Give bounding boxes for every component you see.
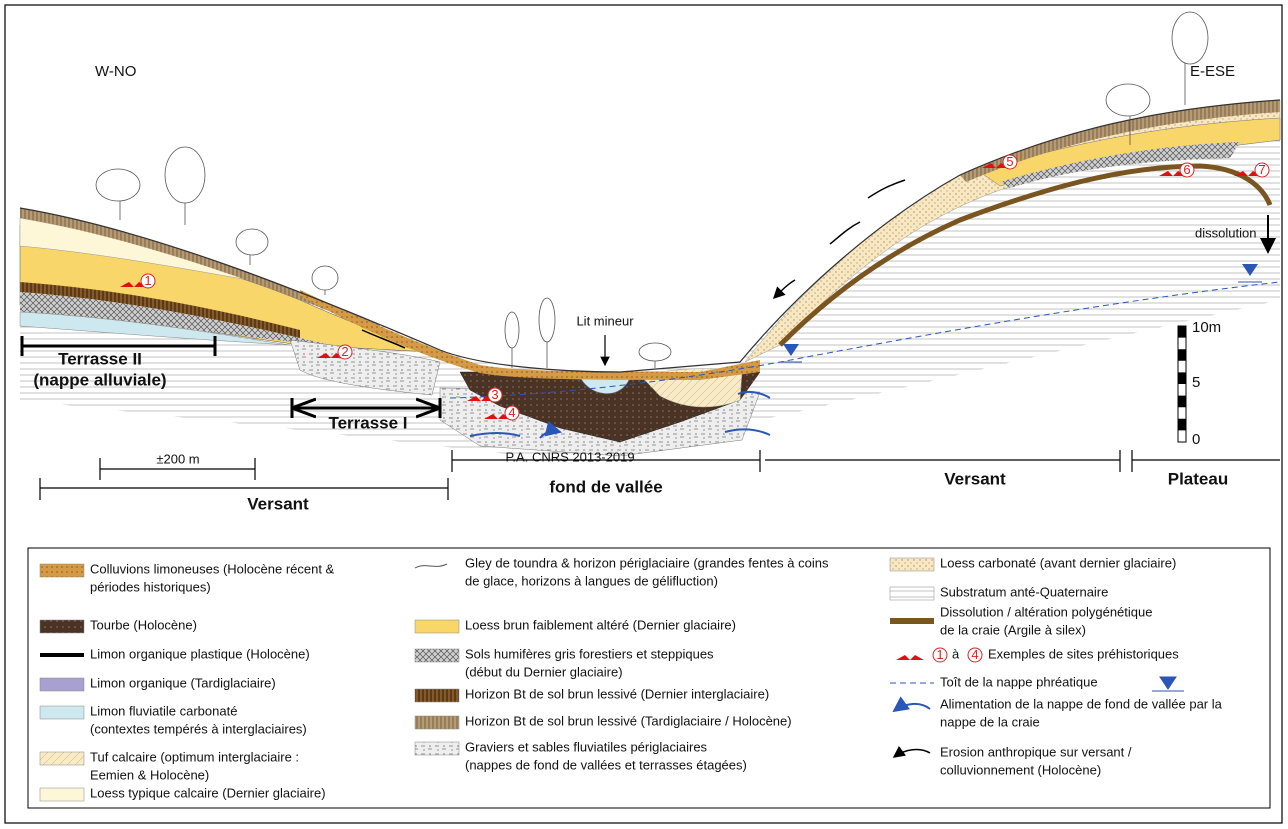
- site-number: 1: [144, 273, 151, 288]
- swatch: [415, 649, 459, 662]
- site-number: 1: [936, 647, 943, 662]
- legend-text: nappe de la craie: [940, 714, 1040, 729]
- legend-text: à: [952, 646, 960, 661]
- versant-left-bar: [40, 478, 448, 500]
- legend-text: Dissolution / altération polygénétique: [940, 604, 1152, 619]
- legend-text: Sols humifères gris forestiers et steppi…: [465, 646, 714, 661]
- swatch: [40, 620, 84, 633]
- legend-text: Horizon Bt de sol brun lessivé (Dernier …: [465, 686, 769, 701]
- swatch: [415, 564, 447, 568]
- swatch: [40, 564, 84, 577]
- legend-text: (nappes de fond de vallées et terrasses …: [465, 757, 747, 772]
- swatch: [1152, 677, 1184, 691]
- legend-text: Toît de la nappe phréatique: [940, 674, 1098, 689]
- swatch: [894, 750, 930, 757]
- legend-text: Gley de toundra & horizon périglaciaire …: [465, 555, 829, 570]
- legend-text: (début du Dernier glaciaire): [465, 664, 623, 679]
- scale-bottom: 0: [1192, 431, 1200, 448]
- swatch: [415, 742, 459, 755]
- orientation-left: W-NO: [95, 63, 136, 80]
- legend: Colluvions limoneuses (Holocène récent &…: [40, 555, 1223, 801]
- fond-label: fond de vallée: [549, 477, 662, 496]
- swatch: [890, 618, 934, 624]
- swatch: [40, 752, 84, 765]
- legend-text: Limon organique plastique (Holocène): [90, 646, 310, 661]
- swatch: [40, 653, 84, 657]
- scale-mid: 5: [1192, 374, 1200, 391]
- swatch: [40, 678, 84, 691]
- legend-text: Limon fluviatile carbonaté: [90, 703, 237, 718]
- legend-text: Limon organique (Tardiglaciaire): [90, 675, 276, 690]
- legend-text: Erosion anthropique sur versant /: [940, 744, 1132, 759]
- legend-text: Exemples de sites préhistoriques: [988, 646, 1179, 661]
- site-number: 2: [341, 344, 348, 359]
- site-number: 5: [1006, 154, 1013, 169]
- swatch: [890, 558, 934, 571]
- legend-text: Loess brun faiblement altéré (Dernier gl…: [465, 617, 736, 632]
- site-number: 3: [491, 387, 498, 402]
- terrasse-2-label: (nappe alluviale): [33, 370, 166, 389]
- distance-label: ±200 m: [156, 451, 199, 466]
- terrasse-1-label: Terrasse I: [328, 413, 407, 432]
- orientation-right: E-ESE: [1190, 63, 1235, 80]
- site-marker: [896, 655, 924, 660]
- lit-mineur-label: Lit mineur: [576, 313, 634, 328]
- legend-text: Eemien & Holocène): [90, 767, 209, 782]
- terrasse-2-label: Terrasse II: [58, 349, 142, 368]
- swatch: [890, 587, 934, 600]
- legend-text: de la craie (Argile à silex): [940, 622, 1086, 637]
- swatch: [415, 716, 459, 729]
- legend-text: colluvionnement (Holocène): [940, 762, 1101, 777]
- site-number: 4: [508, 405, 515, 420]
- swatch: [415, 689, 459, 702]
- diagram: 10m 5 0 W-NO E-ESE Lit mineur dissolutio…: [0, 0, 1288, 829]
- legend-text: (contextes tempérés à interglaciaires): [90, 721, 307, 736]
- versant-left-label: Versant: [247, 494, 309, 513]
- site-number: 7: [1258, 162, 1265, 177]
- credit: P.A. CNRS 2013-2019: [505, 449, 634, 464]
- legend-text: Graviers et sables fluviatiles périglaci…: [465, 739, 708, 754]
- legend-text: Tuf calcaire (optimum interglaciaire :: [90, 749, 299, 764]
- plateau-label: Plateau: [1168, 469, 1228, 488]
- legend-text: Substratum anté-Quaternaire: [940, 584, 1108, 599]
- swatch: [40, 788, 84, 801]
- legend-text: Loess typique calcaire (Dernier glaciair…: [90, 785, 326, 800]
- versant-right-label: Versant: [944, 469, 1006, 488]
- swatch: [40, 706, 84, 719]
- site-number: 6: [1183, 162, 1190, 177]
- legend-text: Horizon Bt de sol brun lessivé (Tardigla…: [465, 713, 792, 728]
- legend-text: périodes historiques): [90, 579, 211, 594]
- scale-top: 10m: [1192, 319, 1221, 336]
- swatch: [894, 704, 930, 711]
- legend-text: de glace, horizons à langues de gélifluc…: [465, 573, 718, 588]
- legend-text: Alimentation de la nappe de fond de vall…: [940, 696, 1223, 711]
- site-number: 4: [971, 647, 978, 662]
- swatch: [415, 620, 459, 633]
- cross-section: 10m 5 0 W-NO E-ESE Lit mineur dissolutio…: [20, 12, 1280, 513]
- legend-text: Loess carbonaté (avant dernier glaciaire…: [940, 555, 1176, 570]
- dissolution-label: dissolution: [1195, 225, 1256, 240]
- legend-text: Colluvions limoneuses (Holocène récent &: [90, 561, 335, 576]
- legend-text: Tourbe (Holocène): [90, 617, 197, 632]
